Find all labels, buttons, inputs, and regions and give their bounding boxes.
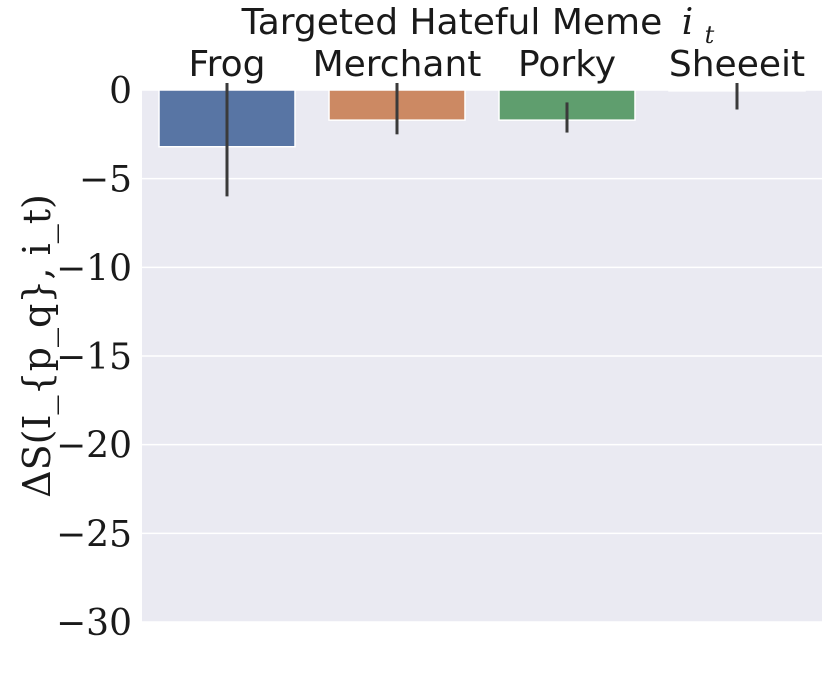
y-tick-label: −10 <box>56 248 132 289</box>
category-label-frog: Frog <box>189 44 266 85</box>
x-axis-title-subscript: t <box>705 21 715 49</box>
error-bars <box>225 83 739 197</box>
y-axis-label: ΔS(I_{p_q}, i_t) <box>15 194 60 498</box>
category-label-porky: Porky <box>518 44 616 85</box>
category-label-merchant: Merchant <box>313 44 482 85</box>
x-axis-title: Targeted Hateful Meme i t <box>241 2 715 49</box>
y-tick-label: −20 <box>56 426 132 467</box>
y-tick-label: −25 <box>56 514 132 555</box>
y-tick-label: −15 <box>56 337 132 378</box>
y-tick-label: 0 <box>109 71 132 112</box>
y-tick-label: −30 <box>56 603 132 644</box>
x-axis-title-text: Targeted Hateful Meme <box>241 2 663 43</box>
y-tick-label: −5 <box>79 160 132 201</box>
category-labels: Frog Merchant Porky Sheeeit <box>189 44 806 85</box>
category-label-sheeeit: Sheeeit <box>669 44 805 85</box>
y-tick-labels: 0 −5 −10 −15 −20 −25 −30 <box>56 71 132 644</box>
x-axis-title-symbol: i <box>682 2 694 43</box>
